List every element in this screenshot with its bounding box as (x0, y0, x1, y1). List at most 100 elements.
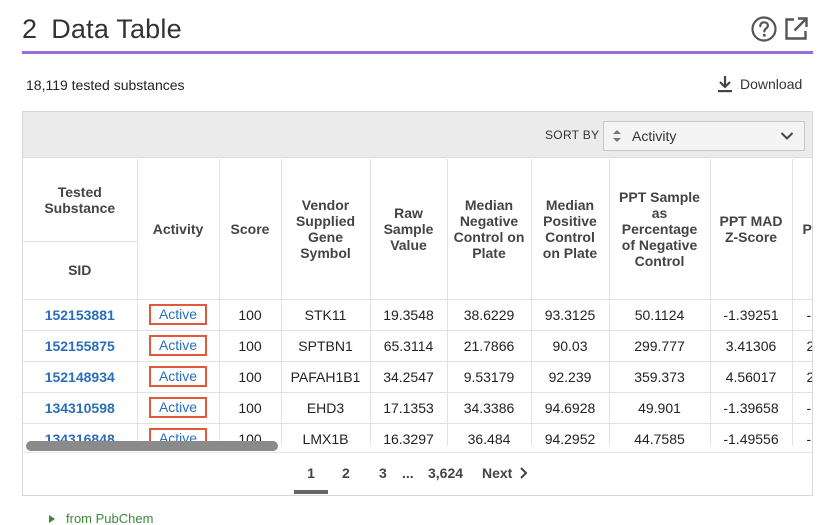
column-header-truncated[interactable]: P M (792, 159, 812, 300)
next-label: Next (482, 465, 513, 481)
column-group-tested-substance: Tested Substance (23, 159, 138, 242)
section-title: 2 Data Table (22, 14, 182, 45)
table-row: 134310598 Active 100 EHD3 17.1353 34.338… (23, 392, 812, 424)
median-negative-cell: 21.7866 (447, 330, 532, 362)
raw-sample-cell: 19.3548 (370, 299, 448, 331)
column-header-gene-symbol[interactable]: Vendor Supplied Gene Symbol (281, 159, 371, 300)
table-row: 152155875 Active 100 SPTBN1 65.3114 21.7… (23, 330, 812, 362)
sid-link[interactable]: 152155875 (23, 330, 138, 362)
chevron-down-icon (780, 132, 794, 140)
activity-cell: Active (137, 361, 220, 393)
tested-count: 18,119 tested substances (26, 77, 185, 93)
truncated-cell: - (792, 423, 812, 446)
data-table-panel: SORT BY Activity Tested Substance Activi (22, 111, 813, 496)
truncated-cell: - (792, 392, 812, 424)
column-header-median-positive-control[interactable]: Median Positive Control on Plate (531, 159, 610, 300)
active-badge[interactable]: Active (149, 366, 207, 387)
horizontal-scrollbar[interactable] (23, 440, 812, 452)
table-row: 152148934 Active 100 PAFAH1B1 34.2547 9.… (23, 361, 812, 393)
median-positive-cell: 94.6928 (531, 392, 610, 424)
column-header-sid[interactable]: SID (23, 241, 138, 300)
active-badge[interactable]: Active (149, 335, 207, 356)
active-badge[interactable]: Active (149, 304, 207, 325)
external-link-icon[interactable] (782, 15, 810, 43)
median-positive-cell: 93.3125 (531, 299, 610, 331)
data-table: Tested Substance Activity Score Vendor S… (23, 159, 812, 446)
ppt-mad-zscore-cell: -1.39658 (710, 392, 793, 424)
page-last-button[interactable]: 3,624 (428, 465, 464, 481)
ppt-percentage-cell: 299.777 (609, 330, 711, 362)
page-ellipsis: ... (402, 465, 414, 481)
section-title-text: Data Table (51, 14, 182, 44)
column-header-ppt-percentage[interactable]: PPT Sample as Percentage of Negative Con… (609, 159, 711, 300)
ppt-mad-zscore-cell: 3.41306 (710, 330, 793, 362)
ppt-mad-zscore-cell: -1.39251 (710, 299, 793, 331)
column-header-activity[interactable]: Activity (137, 159, 220, 300)
activity-cell: Active (137, 392, 220, 424)
download-label: Download (740, 76, 803, 92)
ppt-percentage-cell: 49.901 (609, 392, 711, 424)
raw-sample-cell: 34.2547 (370, 361, 448, 393)
gene-symbol-cell: EHD3 (281, 392, 371, 424)
sort-bar: SORT BY Activity (23, 112, 812, 158)
sid-link[interactable]: 134310598 (23, 392, 138, 424)
gene-symbol-cell: PAFAH1B1 (281, 361, 371, 393)
raw-sample-cell: 65.3114 (370, 330, 448, 362)
chevron-right-icon (520, 467, 528, 479)
ppt-mad-zscore-cell: 4.56017 (710, 361, 793, 393)
raw-sample-cell: 16.3297 (370, 423, 448, 446)
truncated-cell: 2 (792, 330, 812, 362)
ppt-percentage-cell: 359.373 (609, 361, 711, 393)
pagination: 1 2 3 ... 3,624 Next (23, 452, 812, 496)
ppt-percentage-cell: 44.7585 (609, 423, 711, 446)
median-positive-cell: 94.2952 (531, 423, 610, 446)
sid-link[interactable]: 152148934 (23, 361, 138, 393)
column-header-median-negative-control[interactable]: Median Negative Control on Plate (447, 159, 532, 300)
sid-link[interactable]: 152153881 (23, 299, 138, 331)
gene-symbol-cell: LMX1B (281, 423, 371, 446)
median-positive-cell: 90.03 (531, 330, 610, 362)
page-3-button[interactable]: 3 (379, 465, 387, 481)
table-row: 134316848 Active 100 LMX1B 16.3297 36.48… (23, 423, 812, 446)
section-number: 2 (22, 14, 38, 44)
source-expander[interactable]: from PubChem (48, 511, 153, 525)
help-circle-icon[interactable] (750, 15, 778, 43)
score-cell: 100 (219, 330, 282, 362)
source-label: from PubChem (66, 511, 154, 525)
column-header-raw-sample-value[interactable]: Raw Sample Value (370, 159, 448, 300)
median-positive-cell: 92.239 (531, 361, 610, 393)
median-negative-cell: 34.3386 (447, 392, 532, 424)
page-1-button[interactable]: 1 (294, 465, 328, 494)
ppt-percentage-cell: 50.1124 (609, 299, 711, 331)
scrollbar-thumb[interactable] (26, 441, 278, 451)
gene-symbol-cell: SPTBN1 (281, 330, 371, 362)
median-negative-cell: 38.6229 (447, 299, 532, 331)
sort-updown-icon (613, 130, 621, 142)
activity-cell: Active (137, 299, 220, 331)
median-negative-cell: 36.484 (447, 423, 532, 446)
next-page-button[interactable]: Next (482, 465, 530, 481)
activity-cell: Active (137, 330, 220, 362)
section-header: 2 Data Table (22, 12, 813, 54)
sort-value: Activity (632, 128, 677, 144)
gene-symbol-cell: STK11 (281, 299, 371, 331)
page-2-button[interactable]: 2 (342, 465, 350, 481)
table-scroll-area[interactable]: Tested Substance Activity Score Vendor S… (23, 159, 812, 446)
active-badge[interactable]: Active (149, 397, 207, 418)
sort-label: SORT BY (545, 128, 600, 142)
table-body: 152153881 Active 100 STK11 19.3548 38.62… (23, 299, 812, 446)
sort-select[interactable]: Activity (603, 121, 805, 151)
table-row: 152153881 Active 100 STK11 19.3548 38.62… (23, 299, 812, 331)
truncated-cell: - (792, 299, 812, 331)
download-icon (718, 76, 732, 93)
download-button[interactable]: Download (716, 75, 802, 93)
caret-right-icon (49, 514, 55, 523)
score-cell: 100 (219, 392, 282, 424)
median-negative-cell: 9.53179 (447, 361, 532, 393)
column-header-ppt-mad-zscore[interactable]: PPT MAD Z-Score (710, 159, 793, 300)
score-cell: 100 (219, 361, 282, 393)
score-cell: 100 (219, 299, 282, 331)
column-header-score[interactable]: Score (219, 159, 282, 300)
raw-sample-cell: 17.1353 (370, 392, 448, 424)
truncated-cell: 2 (792, 361, 812, 393)
